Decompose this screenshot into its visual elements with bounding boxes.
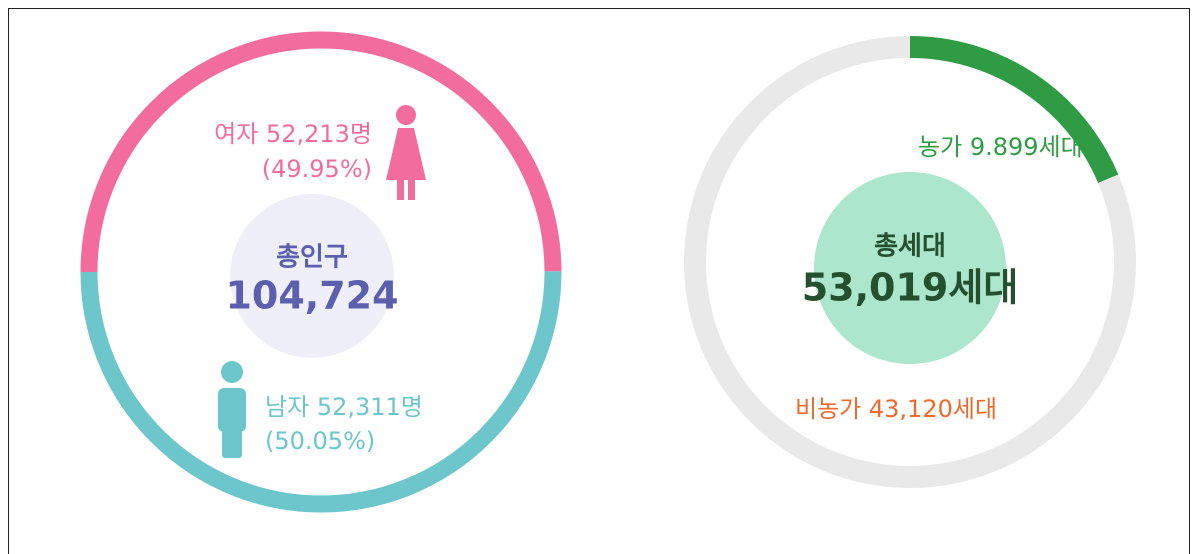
donut-segment xyxy=(909,36,1119,184)
frame xyxy=(8,8,1190,554)
segment-name: 농가 xyxy=(918,133,962,161)
donut-segment xyxy=(80,271,562,513)
segment-label: 비농가 43,120세대 xyxy=(795,395,997,423)
donut-segment xyxy=(80,31,562,273)
segment-label: 남자 52,311명 xyxy=(265,393,423,421)
female-icon xyxy=(386,105,426,200)
segment-percent: (50.05%) xyxy=(265,427,375,455)
segment-value: 52,213명 xyxy=(266,120,372,148)
segment-label: 여자 52,213명 xyxy=(214,120,372,148)
center-title: 총인구 xyxy=(276,243,348,273)
donut-segment xyxy=(684,36,1136,488)
segment-name: 남자 xyxy=(265,393,309,421)
segment-label: 농가 9.899세대 xyxy=(918,133,1083,161)
center-circle xyxy=(814,172,1006,364)
center-title: 총세대 xyxy=(874,232,946,262)
center-circle xyxy=(230,194,394,358)
segment-name: 비농가 xyxy=(795,395,861,423)
segment-value: 43,120세대 xyxy=(869,395,997,423)
segment-value: 52,311명 xyxy=(317,393,423,421)
center-total: 104,724 xyxy=(225,274,398,318)
segment-percent: (49.95%) xyxy=(262,155,372,183)
male-icon xyxy=(218,361,246,458)
center-total: 53,019세대 xyxy=(802,266,1019,310)
segment-value: 9.899세대 xyxy=(970,133,1083,161)
segment-name: 여자 xyxy=(214,120,258,148)
